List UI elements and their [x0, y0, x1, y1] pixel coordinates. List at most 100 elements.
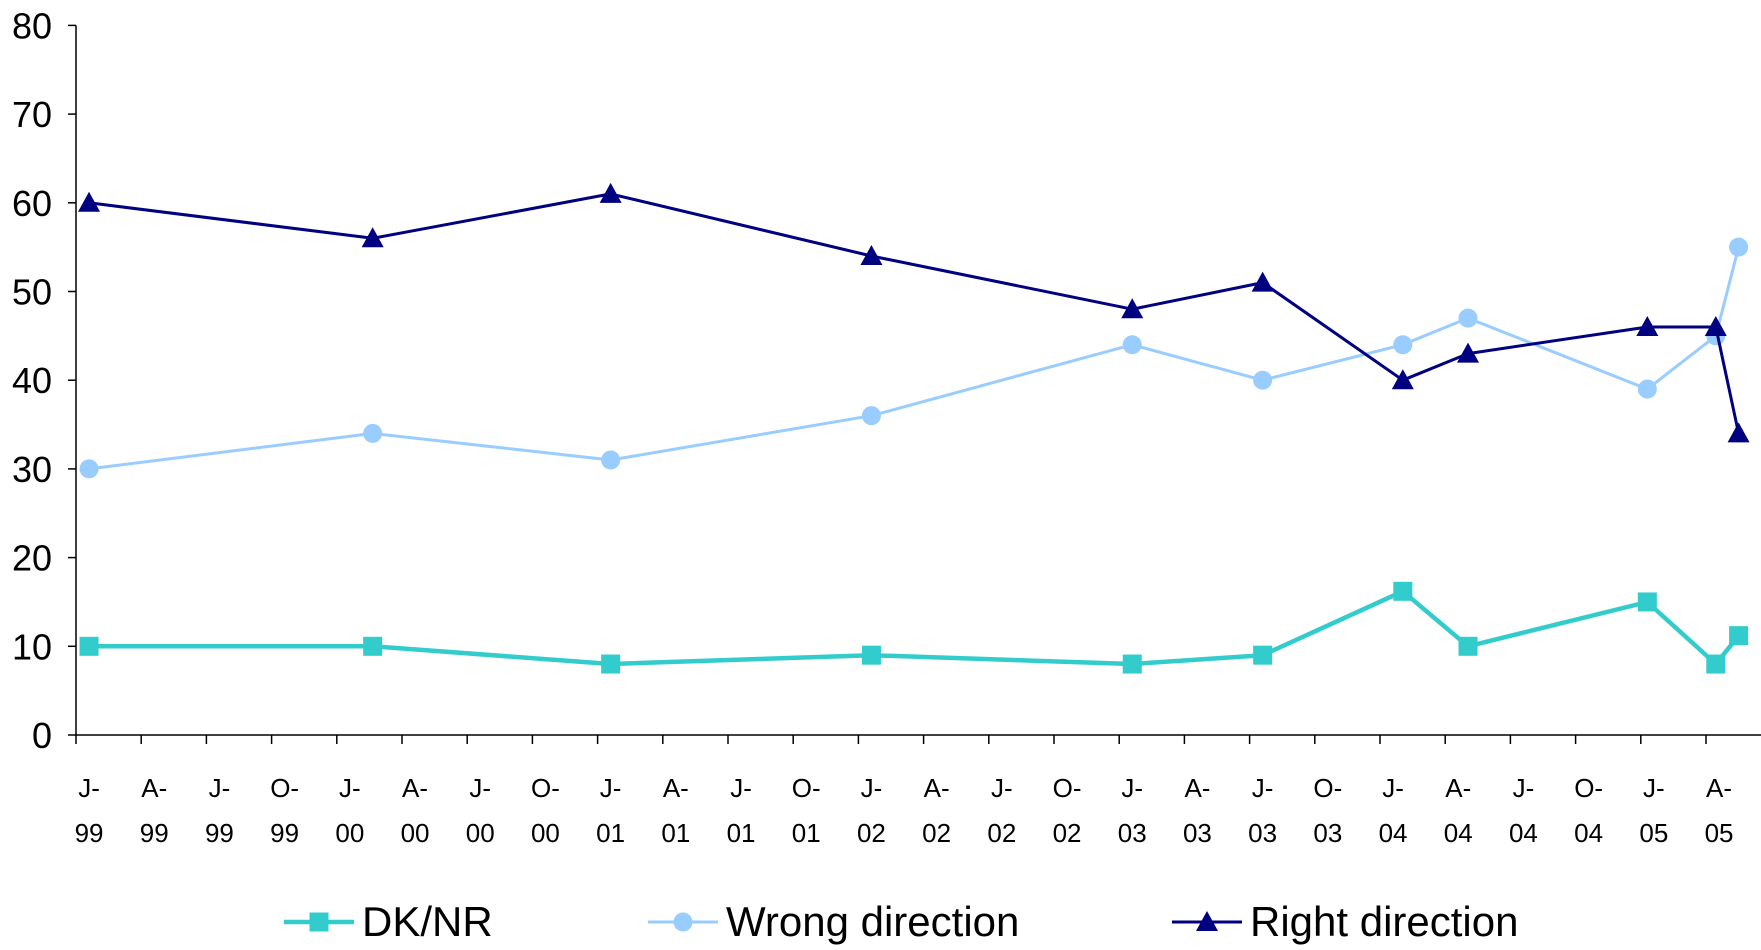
- data-point: [1704, 315, 1727, 336]
- series-3: [78, 182, 1750, 443]
- y-tick-label: 40: [12, 360, 52, 401]
- y-tick-label: 80: [12, 5, 52, 46]
- x-tick-label: 02: [922, 818, 951, 848]
- x-tick-label: 01: [792, 818, 821, 848]
- x-tick-label: 04: [1574, 818, 1603, 848]
- data-point: [79, 459, 99, 479]
- x-tick-label: A-: [141, 773, 167, 803]
- x-tick-label: A-: [1445, 773, 1471, 803]
- legend-marker: [1196, 911, 1218, 931]
- data-point: [601, 450, 621, 470]
- x-tick-label: O-: [1053, 773, 1082, 803]
- x-tick-label: 03: [1248, 818, 1277, 848]
- data-point: [1121, 298, 1144, 319]
- data-point: [1458, 308, 1478, 328]
- plot-area: [78, 182, 1750, 674]
- x-tick-label: O-: [792, 773, 821, 803]
- data-point: [1637, 379, 1657, 399]
- data-point: [1122, 335, 1142, 355]
- x-tick-label: 00: [401, 818, 430, 848]
- x-tick-label: 03: [1313, 818, 1342, 848]
- axes: 01020304050607080J-99A-99J-99O-99J-00A-0…: [12, 5, 1761, 848]
- y-tick-label: 60: [12, 183, 52, 224]
- x-tick-label: 04: [1379, 818, 1408, 848]
- data-point: [860, 245, 883, 266]
- x-tick-label: 02: [1053, 818, 1082, 848]
- data-point: [599, 182, 622, 203]
- x-tick-label: O-: [531, 773, 560, 803]
- series-line: [88, 192, 1741, 434]
- x-tick-label: J-: [339, 773, 361, 803]
- y-tick-label: 20: [12, 538, 52, 579]
- data-point: [363, 423, 383, 443]
- data-point: [1706, 654, 1726, 674]
- x-tick-label: 01: [661, 818, 690, 848]
- x-tick-label: A-: [924, 773, 950, 803]
- data-point: [601, 654, 621, 674]
- legend-marker: [673, 912, 693, 932]
- legend-label: DK/NR: [362, 898, 493, 945]
- x-tick-label: J-: [1382, 773, 1404, 803]
- x-tick-label: 99: [140, 818, 169, 848]
- x-tick-label: J-: [1643, 773, 1665, 803]
- y-tick-label: 50: [12, 272, 52, 313]
- x-tick-label: 99: [75, 818, 104, 848]
- legend-marker: [309, 912, 329, 932]
- data-point: [861, 645, 881, 665]
- legend-item: DK/NR: [284, 898, 493, 945]
- x-tick-label: 01: [727, 818, 756, 848]
- y-tick-label: 10: [12, 626, 52, 667]
- x-tick-label: 00: [466, 818, 495, 848]
- data-point: [1729, 237, 1749, 257]
- x-tick-label: J-: [730, 773, 752, 803]
- data-point: [1457, 342, 1480, 363]
- x-tick-label: A-: [402, 773, 428, 803]
- x-tick-label: 00: [531, 818, 560, 848]
- data-point: [1393, 581, 1413, 601]
- x-tick-label: 99: [205, 818, 234, 848]
- x-tick-label: O-: [1574, 773, 1603, 803]
- data-point: [1251, 271, 1274, 292]
- x-tick-label: 04: [1509, 818, 1538, 848]
- x-tick-label: 03: [1183, 818, 1212, 848]
- x-tick-label: O-: [1313, 773, 1342, 803]
- data-point: [361, 227, 384, 248]
- data-point: [1122, 654, 1142, 674]
- x-tick-label: J-: [600, 773, 622, 803]
- x-tick-label: A-: [663, 773, 689, 803]
- x-tick-label: 02: [857, 818, 886, 848]
- x-tick-label: J-: [991, 773, 1013, 803]
- x-tick-label: J-: [1121, 773, 1143, 803]
- data-point: [1636, 315, 1659, 336]
- data-point: [1253, 370, 1273, 390]
- legend-label: Wrong direction: [726, 898, 1019, 945]
- series-2: [79, 237, 1749, 479]
- x-tick-label: J-: [209, 773, 231, 803]
- legend: DK/NR Wrong direction Right direction: [284, 898, 1518, 945]
- x-tick-label: 00: [335, 818, 364, 848]
- data-point: [78, 191, 101, 212]
- x-tick-label: O-: [270, 773, 299, 803]
- x-tick-label: A-: [1706, 773, 1732, 803]
- x-tick-label: 05: [1639, 818, 1668, 848]
- x-tick-label: 04: [1444, 818, 1473, 848]
- legend-item: Wrong direction: [648, 898, 1019, 945]
- data-point: [1727, 422, 1750, 443]
- data-point: [861, 406, 881, 426]
- data-point: [1637, 592, 1657, 612]
- data-point: [1391, 369, 1414, 390]
- data-point: [1393, 335, 1413, 355]
- series-line: [89, 589, 1741, 667]
- x-tick-label: 01: [596, 818, 625, 848]
- legend-item: Right direction: [1172, 898, 1518, 945]
- y-tick-label: 70: [12, 94, 52, 135]
- legend-label: Right direction: [1250, 898, 1518, 945]
- x-tick-label: J-: [1252, 773, 1274, 803]
- data-point: [1253, 645, 1273, 665]
- data-point: [363, 636, 383, 656]
- y-tick-label: 0: [32, 715, 52, 756]
- x-tick-label: J-: [469, 773, 491, 803]
- series-1: [79, 581, 1749, 674]
- series-line: [88, 246, 1741, 471]
